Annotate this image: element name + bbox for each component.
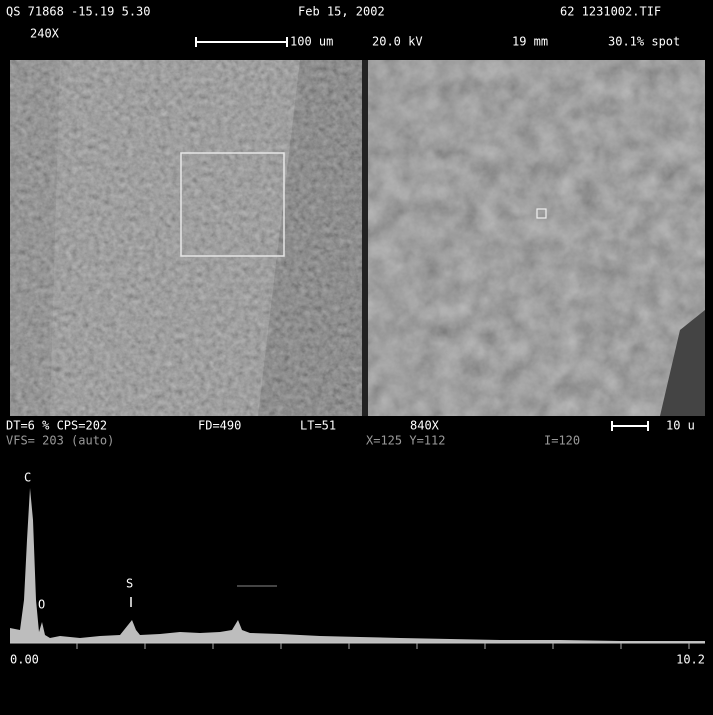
status-text: VFS= 203 (auto) [6, 434, 114, 448]
sem-image-left [10, 60, 362, 416]
sem-screen: QS 71868 -15.19 5.30 Feb 15, 2002 62 123… [0, 0, 713, 715]
axis-label: 10.2 [676, 653, 705, 667]
sem-image-right [368, 60, 705, 416]
peak-label: C [24, 471, 31, 485]
divider [362, 60, 368, 416]
header-text: QS 71868 -15.19 5.30 [6, 5, 151, 19]
status-text: X=125 Y=112 [366, 434, 445, 448]
page: QS 71868 -15.19 5.30 Feb 15, 2002 62 123… [0, 0, 713, 715]
header-text: 20.0 kV [372, 35, 423, 49]
header-text: 100 um [290, 35, 333, 49]
axis-label: 0.00 [10, 653, 39, 667]
status-text: I=120 [544, 434, 580, 448]
header-text: 62 1231002.TIF [560, 5, 661, 19]
header-text: 30.1% spot [608, 35, 680, 49]
header-text: 240X [30, 27, 60, 41]
peak-label: S [126, 577, 133, 591]
status-text: 840X [410, 419, 440, 433]
status-text: DT=6 % CPS=202 [6, 419, 107, 433]
header-text: Feb 15, 2002 [298, 5, 385, 19]
status-text: 10 u [666, 419, 695, 433]
header-text: 19 mm [512, 35, 548, 49]
status-text: LT=51 [300, 419, 336, 433]
peak-label: O [38, 598, 45, 612]
status-text: FD=490 [198, 419, 241, 433]
